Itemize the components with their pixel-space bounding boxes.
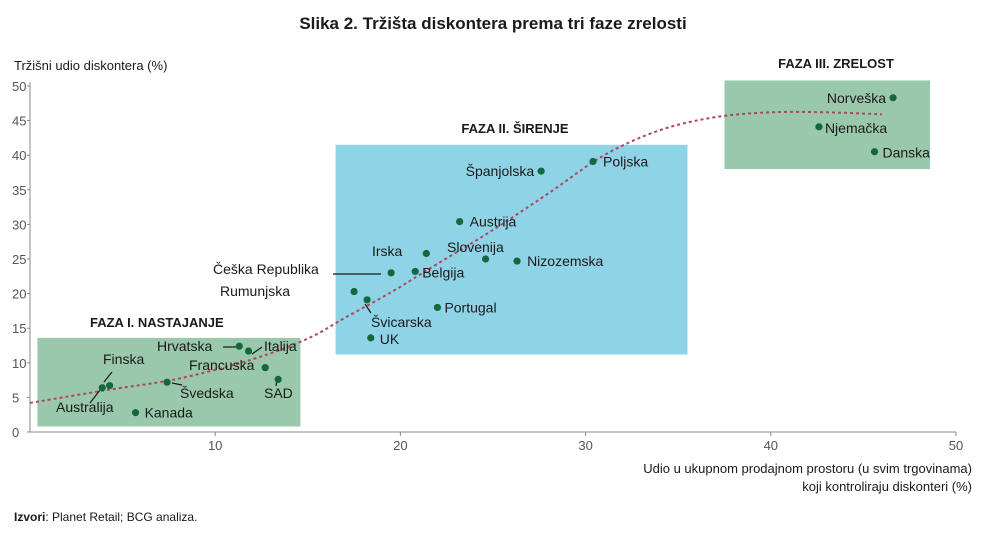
x-tick-label: 40 — [764, 438, 778, 453]
leader-italija — [251, 346, 263, 355]
point-uk — [367, 334, 375, 342]
label-rumunjska: Rumunjska — [220, 283, 290, 299]
y-tick-label: 0 — [12, 425, 19, 440]
label-kanada: Kanada — [145, 405, 193, 421]
y-tick-label: 50 — [12, 79, 26, 94]
source-prefix: Izvori — [14, 510, 45, 524]
x-tick-label: 50 — [949, 438, 963, 453]
point-slovenija — [481, 255, 490, 263]
point-sad — [274, 375, 282, 384]
label-ceska-republika: Češka Republika — [213, 261, 319, 277]
label-njemacka: Njemačka — [825, 120, 887, 136]
point-rumunjska — [350, 287, 358, 296]
phase-zone-3 — [724, 80, 931, 170]
leader-australija — [89, 389, 101, 404]
x-axis-label-line-1: Udio u ukupnom prodajnom prostoru (u svi… — [643, 461, 972, 476]
point-francuska — [261, 364, 269, 372]
label-nizozemska: Nizozemska — [527, 253, 603, 269]
point-poljska — [589, 157, 597, 166]
point-spanjolska — [537, 167, 545, 175]
point-irska — [422, 249, 430, 258]
source-text: : Planet Retail; BCG analiza. — [45, 510, 197, 524]
point-belgija — [411, 267, 419, 276]
label-slovenija: Slovenija — [447, 239, 504, 255]
point-kanada — [131, 409, 140, 417]
leader-svedska — [171, 382, 183, 386]
phase-zones: FAZA I. NASTAJANJE FAZA II. ŠIRENJE FAZA I… — [37, 56, 931, 427]
point-svicarska — [363, 296, 371, 304]
point-svedska — [163, 378, 171, 386]
phase-label-3: FAZA III. ZRELOST — [778, 56, 894, 71]
x-tick-label: 20 — [393, 438, 407, 453]
label-svedska: Švedska — [180, 385, 234, 401]
label-francuska: Francuska — [189, 357, 255, 373]
x-tick-label: 10 — [208, 438, 222, 453]
point-nizozemska — [513, 257, 521, 265]
label-sad: SAD — [264, 385, 293, 401]
label-finska: Finska — [103, 351, 144, 367]
y-tick-label: 15 — [12, 321, 26, 336]
point-portugal — [433, 303, 442, 312]
leader-svicarska — [364, 303, 372, 314]
label-belgija: Belgija — [422, 264, 464, 280]
point-njemacka — [815, 123, 823, 131]
phase-label-1: FAZA I. NASTAJANJE — [90, 315, 224, 330]
point-norveska — [889, 94, 897, 102]
source-note: Izvori: Planet Retail; BCG analiza. — [14, 510, 197, 524]
axes: 0 5 10 15 20 25 30 35 40 45 50 10 20 30 40 50 — [12, 79, 963, 453]
label-svicarska: Švicarska — [371, 314, 432, 330]
label-poljska: Poljska — [603, 153, 648, 169]
y-tick-label: 10 — [12, 356, 26, 371]
label-austrija: Austrija — [470, 214, 517, 230]
label-irska: Irska — [372, 243, 403, 259]
point-austrija — [456, 218, 464, 226]
label-australija: Australija — [56, 399, 114, 415]
y-tick-label: 40 — [12, 148, 26, 163]
point-labels: Finska Australija Kanada Švedska Hrvatska Ita… — [56, 90, 930, 421]
y-tick-label: 20 — [12, 287, 26, 302]
y-axis-label: Tržišni udio diskontera (%) — [14, 58, 167, 73]
point-danska — [870, 148, 879, 156]
trend-curve — [29, 110, 882, 404]
chart-title: Slika 2. Tržišta diskontera prema tri fa… — [299, 14, 686, 33]
y-tick-label: 35 — [12, 183, 26, 198]
point-italija — [244, 347, 253, 355]
leader-lines — [89, 273, 381, 404]
y-tick-label: 45 — [12, 114, 26, 129]
label-italija: Italija — [264, 338, 297, 354]
label-norveska: Norveška — [827, 90, 886, 106]
point-ceska-republika — [387, 269, 395, 277]
phase-label-2: FAZA II. ŠIRENJE — [461, 121, 568, 136]
y-tick-label: 25 — [12, 252, 26, 267]
y-tick-label: 30 — [12, 217, 26, 232]
label-danska: Danska — [883, 145, 931, 161]
label-hrvatska: Hrvatska — [157, 338, 212, 354]
point-hrvatska — [235, 342, 243, 350]
label-uk: UK — [380, 331, 400, 347]
y-tick-label: 5 — [12, 390, 19, 405]
leader-finska — [103, 371, 113, 383]
label-portugal: Portugal — [444, 299, 496, 315]
x-tick-label: 30 — [578, 438, 592, 453]
label-spanjolska: Španjolska — [466, 163, 535, 179]
trend-curve-path — [29, 110, 882, 404]
point-australija — [98, 384, 106, 392]
point-finska — [106, 382, 114, 390]
data-points — [98, 94, 897, 417]
x-axis-label-line-2: koji kontroliraju diskonteri (%) — [802, 479, 972, 494]
phase-zone-2 — [335, 144, 688, 355]
